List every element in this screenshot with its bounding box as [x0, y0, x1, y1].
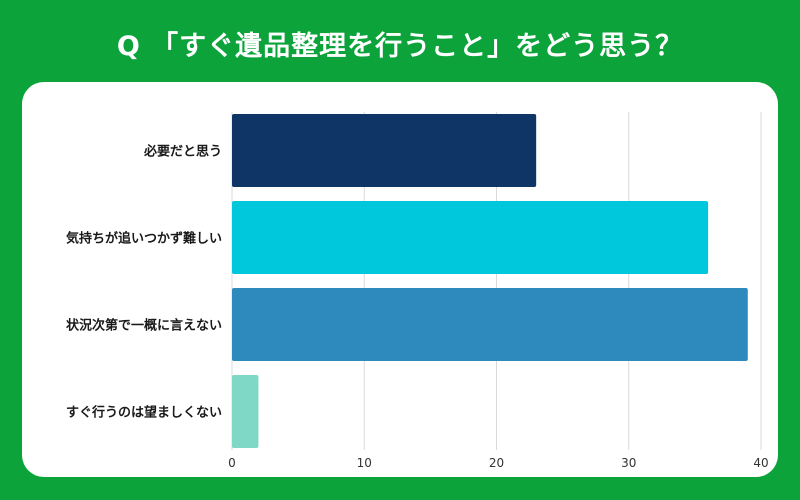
category-label: 状況次第で一概に言えない	[66, 318, 222, 334]
x-tick-label: 0	[228, 456, 236, 470]
category-labels: 必要だと思う気持ちが追いつかず難しい状況次第で一概に言えないすぐ行うのは望ましく…	[66, 144, 222, 421]
x-tick-label: 30	[621, 456, 636, 470]
x-tick-label: 40	[753, 456, 768, 470]
bar	[232, 288, 748, 361]
chart-title: Q 「すぐ遺品整理を行うこと」をどう思う？	[116, 30, 684, 62]
category-label: すぐ行うのは望ましくない	[66, 405, 222, 421]
x-tick-label: 10	[357, 456, 372, 470]
category-label: 気持ちが追いつかず難しい	[66, 231, 222, 247]
bar	[232, 114, 537, 187]
bar	[232, 375, 259, 448]
bar	[232, 201, 709, 274]
category-label: 必要だと思う	[143, 144, 222, 160]
x-tick-labels: 0 10 20 30 40	[228, 456, 768, 470]
bars-group	[232, 114, 748, 448]
x-tick-label: 20	[489, 456, 504, 470]
